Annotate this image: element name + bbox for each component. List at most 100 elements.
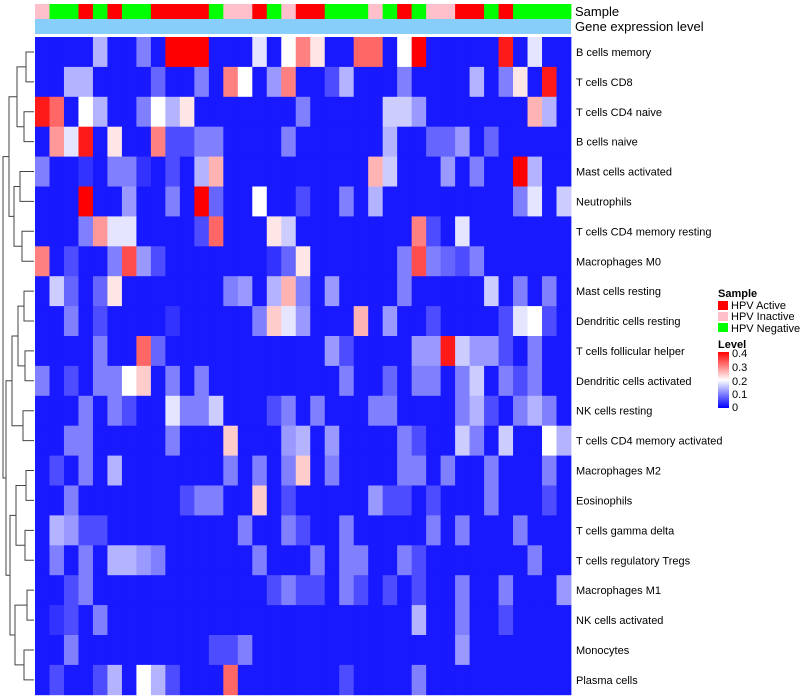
heatmap-cell bbox=[469, 575, 485, 606]
heatmap-cell bbox=[179, 365, 195, 397]
heatmap-cell bbox=[252, 37, 268, 68]
heatmap-cell bbox=[237, 216, 253, 247]
heatmap-cell bbox=[78, 545, 94, 576]
heatmap-cell bbox=[513, 37, 528, 68]
heatmap-cell bbox=[339, 246, 355, 277]
heatmap-cell bbox=[469, 485, 485, 516]
heatmap-cell bbox=[150, 96, 166, 128]
heatmap-cell bbox=[107, 545, 123, 576]
dendrogram-branch bbox=[21, 230, 34, 262]
heatmap-cell bbox=[455, 126, 470, 157]
heatmap-cell bbox=[237, 605, 253, 636]
heatmap-cell bbox=[382, 664, 398, 696]
heatmap-cell bbox=[382, 605, 398, 636]
heatmap-cell bbox=[223, 306, 239, 337]
heatmap-cell bbox=[324, 336, 340, 367]
heatmap-cell bbox=[121, 575, 137, 606]
heatmap-cell bbox=[281, 515, 297, 546]
heatmap-cell bbox=[223, 575, 239, 606]
row-label: Mast cells activated bbox=[576, 167, 672, 179]
heatmap-cell bbox=[484, 306, 499, 337]
dendrogram-branch bbox=[24, 350, 34, 382]
heatmap-cell bbox=[266, 455, 282, 486]
heatmap-cell bbox=[223, 515, 239, 546]
heatmap-cell bbox=[440, 425, 456, 456]
row-label: Plasma cells bbox=[576, 675, 638, 687]
heatmap-cell bbox=[295, 455, 311, 486]
heatmap-cell bbox=[397, 515, 413, 546]
heatmap-cell bbox=[426, 425, 442, 456]
heatmap-cell bbox=[121, 276, 137, 307]
sample-annotation-cell bbox=[252, 4, 268, 19]
heatmap-cell bbox=[368, 306, 384, 337]
dendrogram-branch bbox=[14, 604, 27, 666]
heatmap-cell bbox=[498, 96, 514, 128]
heatmap-cell bbox=[121, 96, 137, 128]
heatmap-cell bbox=[324, 246, 340, 277]
heatmap-cell bbox=[324, 515, 340, 546]
heatmap-cell bbox=[223, 246, 239, 277]
heatmap-cell bbox=[455, 306, 470, 337]
heatmap-cell bbox=[498, 425, 514, 456]
heatmap-cell bbox=[513, 575, 528, 606]
heatmap-cell bbox=[208, 664, 224, 696]
heatmap-cell bbox=[397, 455, 413, 486]
heatmap-cell bbox=[63, 96, 79, 128]
heatmap-cell bbox=[542, 246, 557, 277]
heatmap-cell bbox=[35, 186, 50, 217]
heatmap-cell bbox=[281, 395, 297, 427]
heatmap-cell bbox=[484, 425, 499, 456]
heatmap-cell bbox=[397, 306, 413, 337]
heatmap-cell bbox=[165, 515, 181, 546]
heatmap-cell bbox=[353, 306, 369, 337]
heatmap-cell bbox=[78, 605, 94, 636]
row-label: Monocytes bbox=[576, 645, 630, 657]
heatmap-cell bbox=[295, 425, 311, 456]
heatmap-cell bbox=[266, 515, 282, 546]
heatmap-cell bbox=[527, 156, 543, 187]
heatmap-cell bbox=[310, 395, 326, 427]
heatmap-cell bbox=[556, 664, 572, 696]
heatmap-cell bbox=[484, 515, 499, 546]
level-tick-0-1: 0.1 bbox=[732, 389, 747, 401]
heatmap-cell bbox=[121, 545, 137, 576]
sample-annotation-cell bbox=[107, 4, 123, 19]
heatmap-cell bbox=[339, 186, 355, 217]
heatmap-cell bbox=[136, 66, 152, 98]
heatmap-cell bbox=[49, 216, 65, 247]
heatmap-cell bbox=[556, 545, 572, 576]
heatmap-cell bbox=[252, 365, 268, 397]
legend-label-hpv-active: HPV Active bbox=[731, 300, 786, 312]
heatmap-cell bbox=[63, 545, 79, 576]
sample-annotation-cell bbox=[411, 4, 427, 19]
heatmap-cell bbox=[237, 246, 253, 277]
heatmap-cell bbox=[136, 186, 152, 217]
heatmap-cell bbox=[35, 605, 50, 636]
heatmap-cell bbox=[397, 37, 413, 68]
heatmap-cell bbox=[194, 545, 210, 576]
heatmap-cell bbox=[440, 664, 456, 696]
heatmap-cell bbox=[353, 664, 369, 696]
heatmap-cell bbox=[440, 336, 456, 367]
heatmap-cell bbox=[165, 37, 181, 68]
heatmap-cell bbox=[339, 635, 355, 666]
heatmap-cell bbox=[92, 306, 108, 337]
heatmap-cell bbox=[339, 425, 355, 456]
gene-expression-annotation-label: Gene expression level bbox=[575, 19, 704, 34]
sample-annotation-cell bbox=[150, 4, 166, 19]
heatmap-cell bbox=[35, 156, 50, 187]
heatmap-cell bbox=[107, 126, 123, 157]
heatmap-cell bbox=[426, 605, 442, 636]
heatmap-cell bbox=[426, 306, 442, 337]
heatmap-cell bbox=[35, 515, 50, 546]
heatmap-cell bbox=[237, 66, 253, 98]
heatmap-cell bbox=[281, 156, 297, 187]
heatmap-cell bbox=[498, 515, 514, 546]
heatmap-cell bbox=[484, 545, 499, 576]
heatmap-cell bbox=[63, 635, 79, 666]
heatmap-cell bbox=[165, 635, 181, 666]
row-label: Macrophages M0 bbox=[576, 256, 661, 268]
heatmap-cell bbox=[455, 336, 470, 367]
heatmap-cell bbox=[107, 96, 123, 128]
